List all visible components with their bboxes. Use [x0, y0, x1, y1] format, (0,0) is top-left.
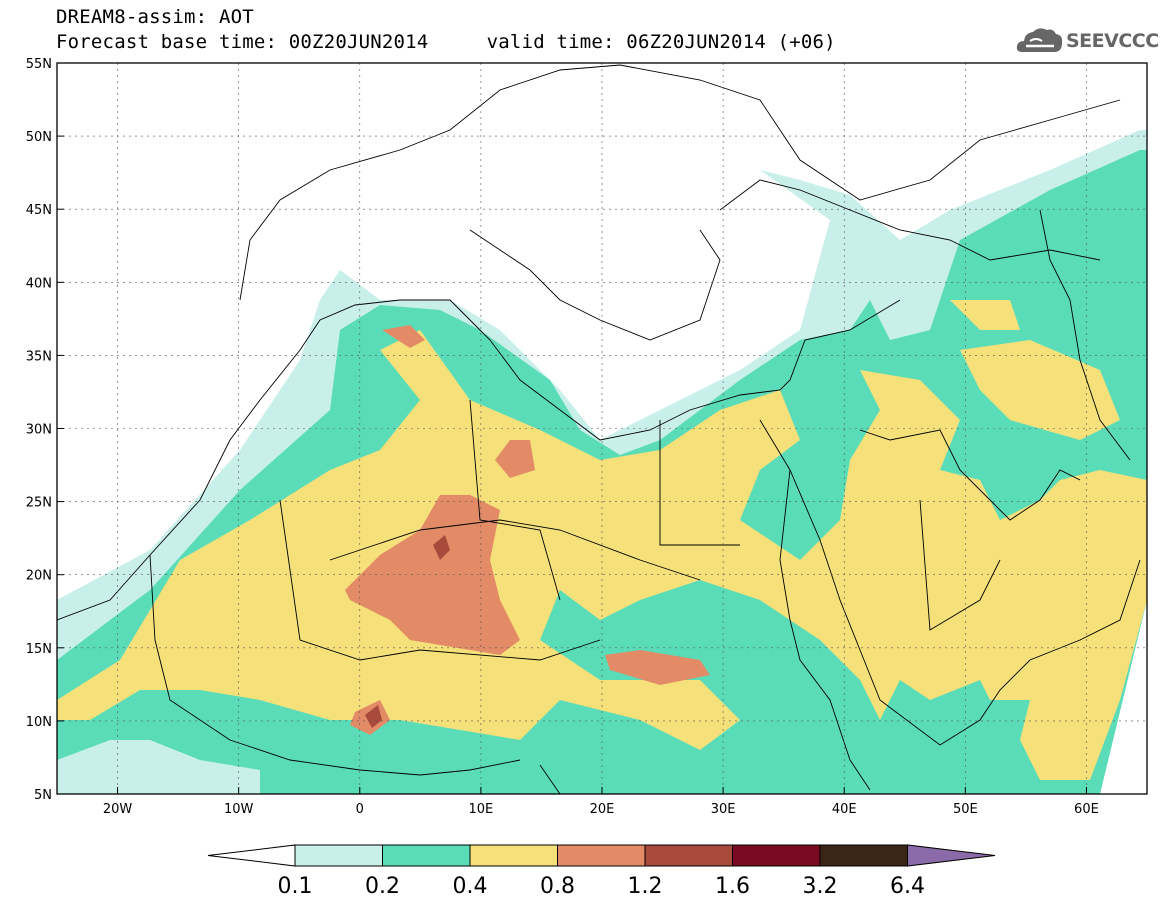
- colorbar-label: 6.4: [890, 874, 925, 899]
- y-tick-label: 10N: [26, 715, 52, 730]
- colorbar-under-arrow: [207, 844, 296, 867]
- x-tick-label: 20E: [590, 802, 615, 817]
- aot-band-1.2: [365, 535, 450, 728]
- y-tick-label: 5N: [34, 788, 52, 803]
- colorbar-label: 0.2: [365, 874, 400, 899]
- colorbar-label: 1.6: [715, 874, 750, 899]
- x-tick-label: 60E: [1074, 802, 1099, 817]
- y-tick-label: 30N: [26, 423, 52, 438]
- y-tick-label: 15N: [26, 642, 52, 657]
- colorbar: 0.1 0.2 0.4 0.8 1.2 1.6 3.2 6.4: [207, 844, 996, 899]
- aot-band-0.8: [345, 495, 520, 655]
- colorbar-label: 3.2: [803, 874, 838, 899]
- colorbar-segment: [557, 844, 646, 867]
- colorbar-label: 1.2: [628, 874, 663, 899]
- coastlines: [57, 64, 1141, 794]
- x-tick-label: 30E: [711, 802, 736, 817]
- aot-band-0.1-patch: [57, 740, 260, 794]
- aot-band-0.8-sahel: [350, 650, 710, 735]
- colorbar-segment: [819, 844, 908, 867]
- colorbar-segment: [644, 844, 733, 867]
- aot-band-0.4-east: [950, 300, 1120, 440]
- x-tick-label: 50E: [953, 802, 978, 817]
- colorbar-label: 0.4: [453, 874, 488, 899]
- graticule: [57, 63, 1147, 794]
- aot-band-0.8-north: [495, 440, 535, 478]
- colorbar-segment: [469, 844, 558, 867]
- x-axis: 20W 10W 0 10E 20E 30E 40E 50E 60E: [103, 787, 1099, 817]
- x-tick-label: 20W: [103, 802, 133, 817]
- y-tick-label: 40N: [26, 276, 52, 291]
- colorbar-segment: [294, 844, 383, 867]
- colorbar-segment: [382, 844, 471, 867]
- x-tick-label: 10E: [469, 802, 494, 817]
- y-tick-label: 35N: [26, 349, 52, 364]
- y-tick-label: 45N: [26, 203, 52, 218]
- forecast-time-subtitle: Forecast base time: 00Z20JUN2014 valid t…: [56, 31, 836, 53]
- colorbar-label: 0.8: [540, 874, 575, 899]
- y-tick-label: 55N: [26, 57, 52, 72]
- y-tick-label: 20N: [26, 569, 52, 584]
- x-tick-label: 0: [356, 802, 364, 817]
- cloud-icon: [1016, 28, 1063, 52]
- y-tick-label: 25N: [26, 496, 52, 511]
- seevccc-logo: SEEVCCC: [1016, 26, 1159, 56]
- y-tick-label: 50N: [26, 130, 52, 145]
- logo-text: SEEVCCC: [1066, 30, 1159, 52]
- colorbar-label: 0.1: [278, 874, 313, 899]
- aot-band-0.8-coast: [382, 325, 425, 348]
- x-tick-label: 10W: [224, 802, 254, 817]
- map-title: DREAM8-assim: AOT: [56, 6, 254, 28]
- x-tick-label: 40E: [832, 802, 857, 817]
- colorbar-over-arrow: [907, 844, 996, 867]
- y-axis: 5N 10N 15N 20N 25N 30N 35N 40N 45N 50N 55N: [26, 57, 64, 803]
- colorbar-segment: [732, 844, 821, 867]
